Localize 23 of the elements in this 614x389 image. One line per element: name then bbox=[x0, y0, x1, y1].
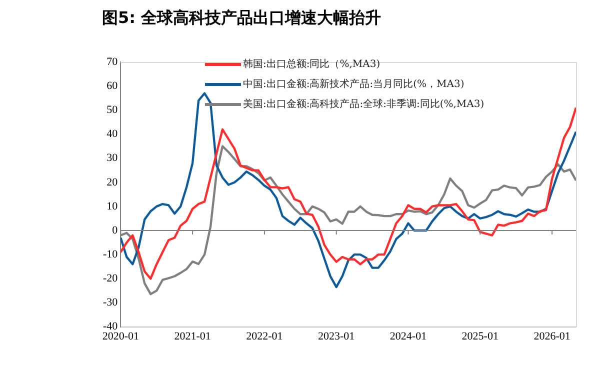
y-tick-label: -20 bbox=[102, 272, 118, 285]
legend-label: 韩国:出口总额:同比（%,MA3) bbox=[243, 58, 380, 71]
y-tick-label: 70 bbox=[106, 56, 118, 68]
x-tick-label: 2024-01 bbox=[390, 330, 427, 342]
chart-title: 图5: 全球高科技产品出口增速大幅抬升 bbox=[102, 8, 382, 29]
y-tick-label: -40 bbox=[102, 320, 118, 333]
y-tick-label: 50 bbox=[106, 104, 118, 116]
y-tick-label: 30 bbox=[106, 152, 118, 164]
y-tick-label: -10 bbox=[102, 248, 118, 260]
y-tick-label: -30 bbox=[102, 296, 118, 309]
y-tick-label: 20 bbox=[106, 176, 118, 188]
x-tick-label: 2023-01 bbox=[318, 330, 355, 342]
y-tick-label: 0 bbox=[112, 224, 118, 236]
y-tick-label: 40 bbox=[106, 128, 118, 140]
legend-label: 美国:出口金额:高科技产品:全球:非季调:同比(%,MA3) bbox=[243, 98, 484, 111]
x-tick-label: 2025-01 bbox=[462, 330, 498, 342]
x-tick-label: 2026-01 bbox=[534, 330, 570, 342]
x-tick-label: 2020-01 bbox=[102, 330, 139, 342]
legend-label: 中国:出口金额:高新技术产品:当月同比(%，MA3) bbox=[243, 78, 464, 91]
y-tick-label: 10 bbox=[106, 200, 118, 212]
x-tick-label: 2022-01 bbox=[246, 330, 283, 342]
x-tick-label: 2021-01 bbox=[174, 330, 211, 342]
y-tick-label: 60 bbox=[106, 80, 118, 92]
